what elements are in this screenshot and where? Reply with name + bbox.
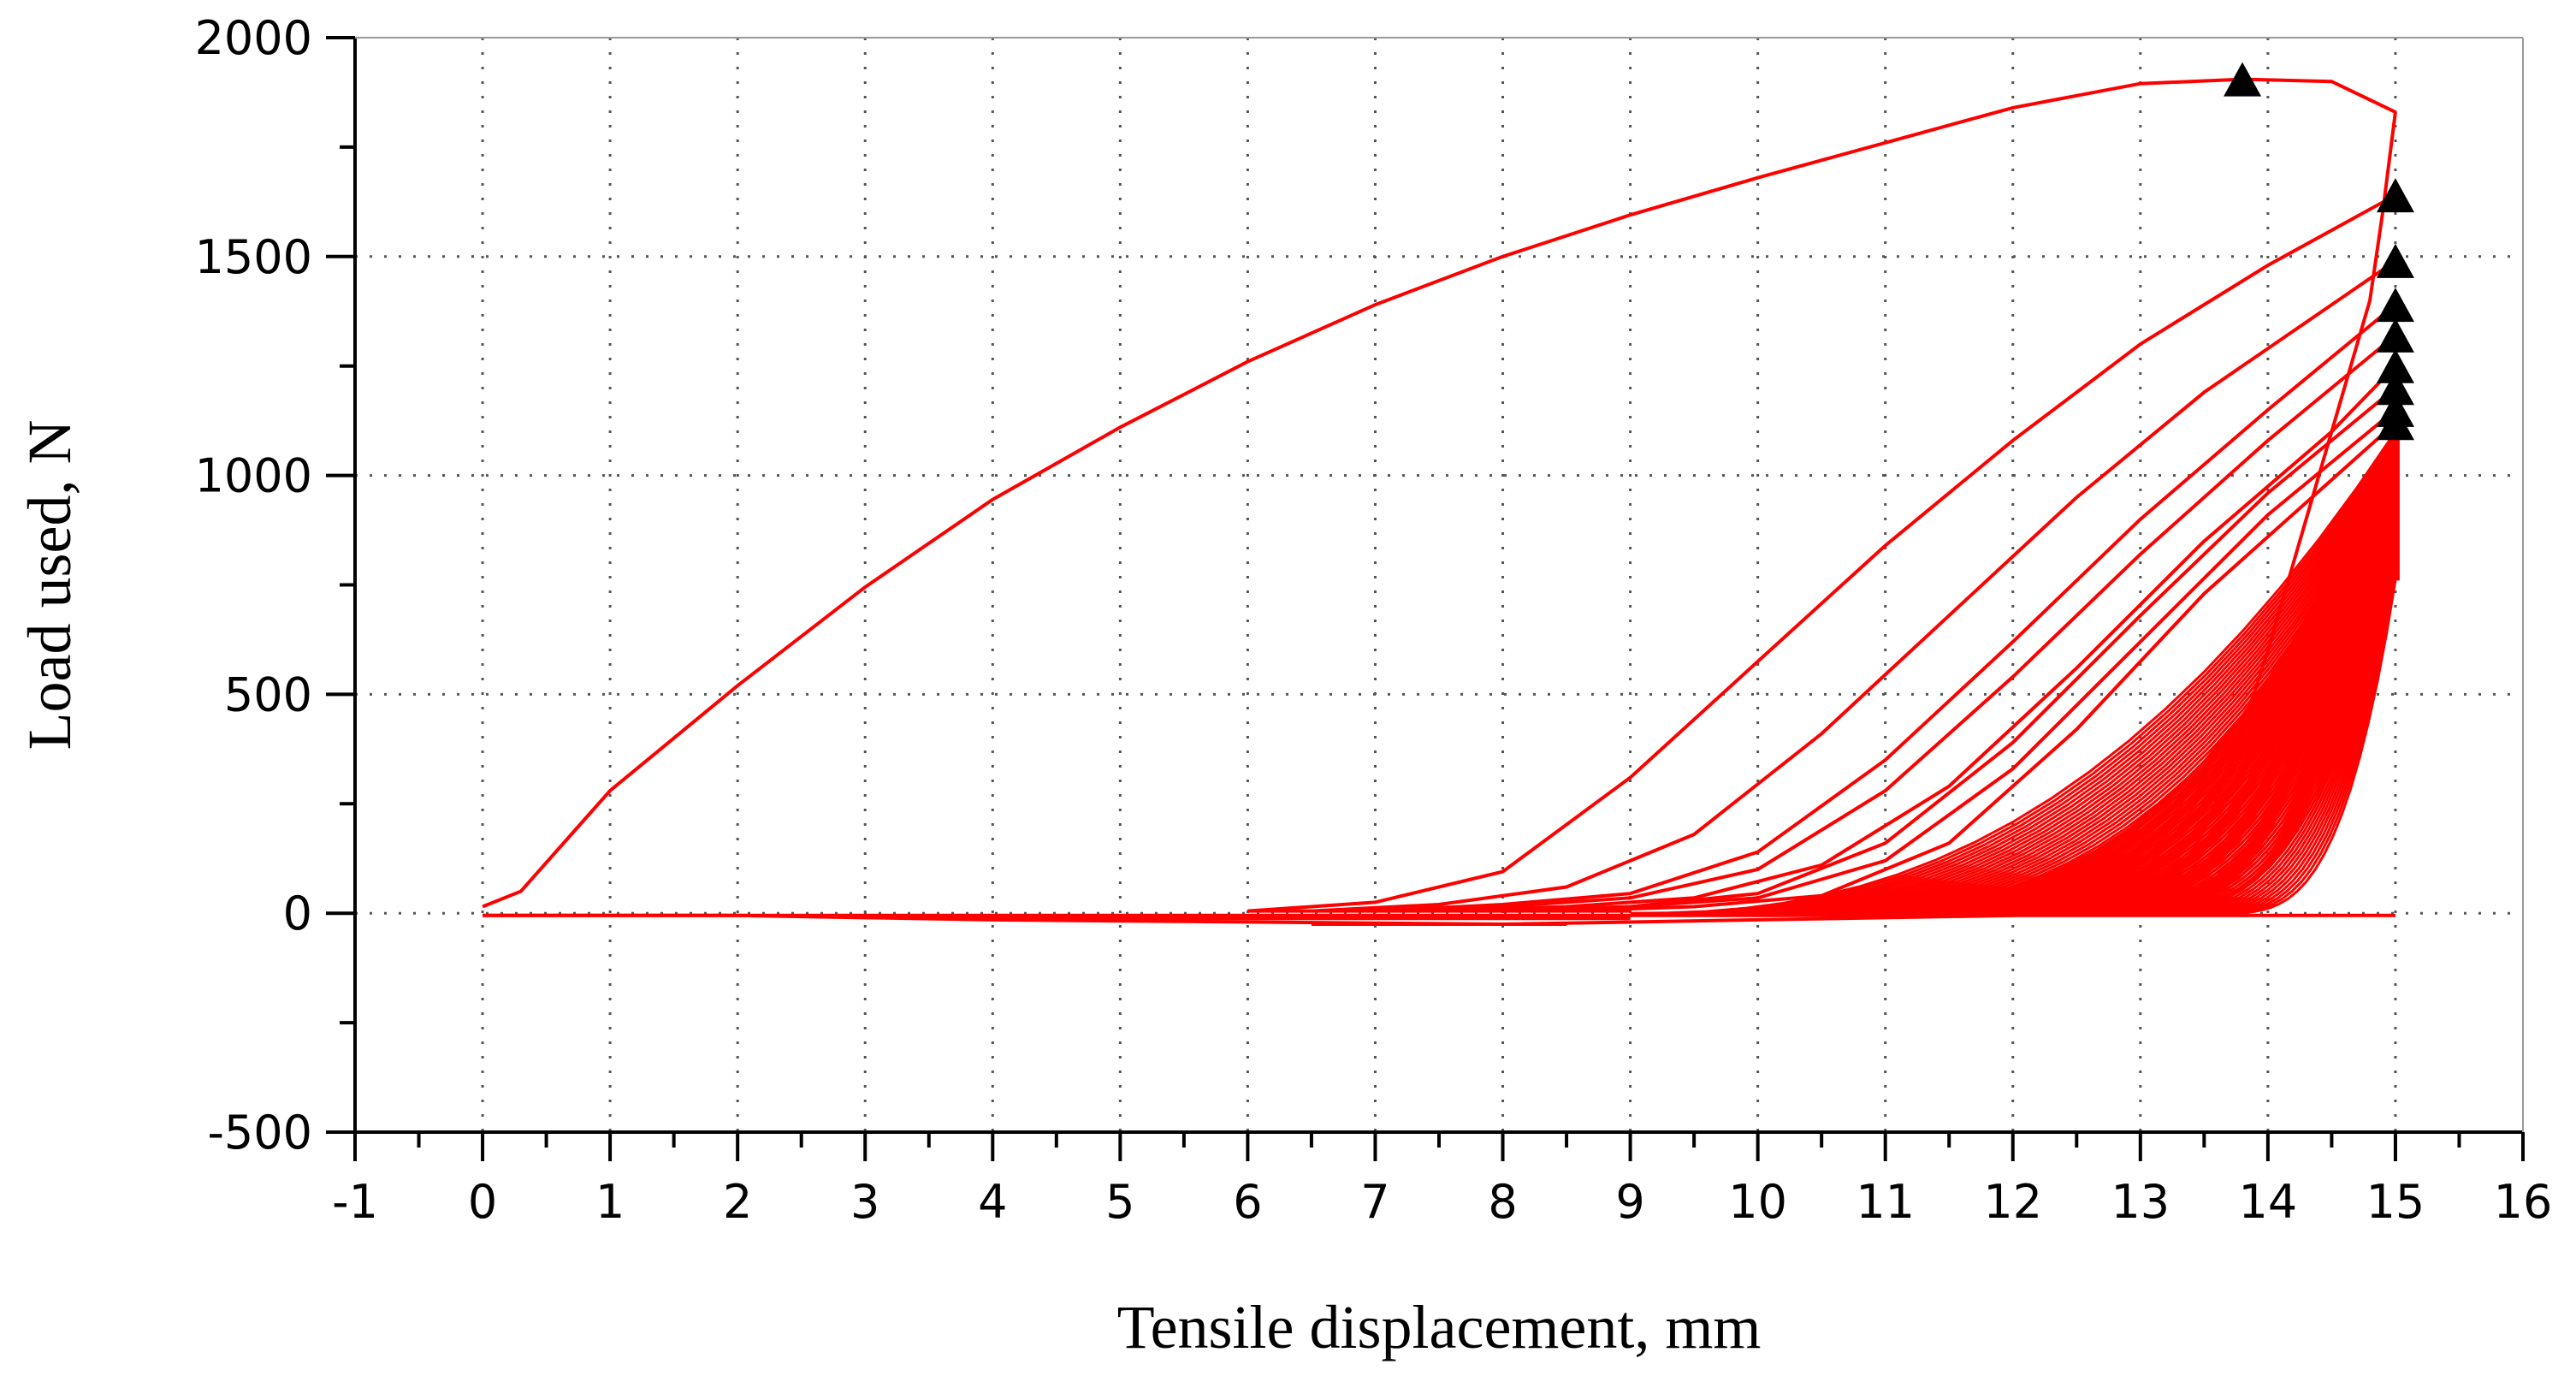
peak-marker-triangle — [2376, 406, 2414, 441]
x-tick-label: 7 — [1360, 1175, 1389, 1229]
x-tick-label: 1 — [595, 1175, 625, 1229]
cycle-2-loading-line — [1247, 193, 2396, 913]
x-tick-label: 4 — [978, 1175, 1007, 1229]
y-tick-label: 0 — [283, 887, 312, 940]
x-axis-title: Tensile displacement, mm — [1117, 1293, 1762, 1361]
y-tick-label: -500 — [207, 1106, 312, 1160]
x-tick-label: 8 — [1488, 1175, 1517, 1229]
x-tick-label: 16 — [2494, 1175, 2553, 1229]
x-tick-label: 10 — [1728, 1175, 1787, 1229]
peak-marker-triangle — [2376, 243, 2414, 278]
plot-area — [482, 62, 2414, 927]
x-tick-label: -1 — [332, 1175, 378, 1229]
cycle-6-loading-line — [1438, 365, 2397, 913]
cycle-1-unloading-line — [483, 111, 2397, 927]
y-tick-label: 1500 — [195, 230, 312, 284]
x-tick-label: 15 — [2366, 1175, 2425, 1229]
peak-marker-triangle — [2224, 62, 2262, 97]
band-unload-line — [2217, 580, 2397, 915]
cycle-1-loading-line — [482, 77, 2396, 909]
x-tick-label: 0 — [468, 1175, 497, 1229]
x-tick-label: 13 — [2111, 1175, 2170, 1229]
peak-marker-triangle — [2376, 371, 2414, 406]
x-tick-label: 9 — [1615, 1175, 1644, 1229]
x-tick-label: 6 — [1233, 1175, 1262, 1229]
y-tick-label: 500 — [224, 667, 312, 721]
cycle-9-loading-line — [1566, 421, 2397, 913]
cycle-8-loading-line — [1502, 408, 2397, 913]
peak-marker-triangle — [2376, 317, 2414, 353]
peak-marker-triangle — [2376, 348, 2414, 383]
x-tick-label: 2 — [723, 1175, 752, 1229]
x-tick-label: 14 — [2239, 1175, 2298, 1229]
peak-marker-triangle — [2376, 178, 2414, 213]
cycle-5-loading-line — [1375, 334, 2397, 913]
band-cycle-line — [2115, 579, 2397, 915]
x-tick-label: 12 — [1983, 1175, 2042, 1229]
peak-marker-triangle — [2376, 288, 2414, 323]
x-tick-label: 11 — [1856, 1175, 1915, 1229]
y-axis-title: Load used, N — [15, 420, 84, 750]
cycle-3-loading-line — [1311, 259, 2397, 913]
y-tick-label: 2000 — [195, 11, 312, 65]
cycle-4-loading-line — [1375, 303, 2397, 913]
x-tick-label: 3 — [850, 1175, 879, 1229]
x-tick-label: 5 — [1105, 1175, 1134, 1229]
axes: -1 0 1 2 3 4 5 6 7 8 9 10 11 12 13 14 15 16-5000500100015… — [195, 11, 2553, 1229]
y-tick-label: 1000 — [195, 449, 312, 503]
